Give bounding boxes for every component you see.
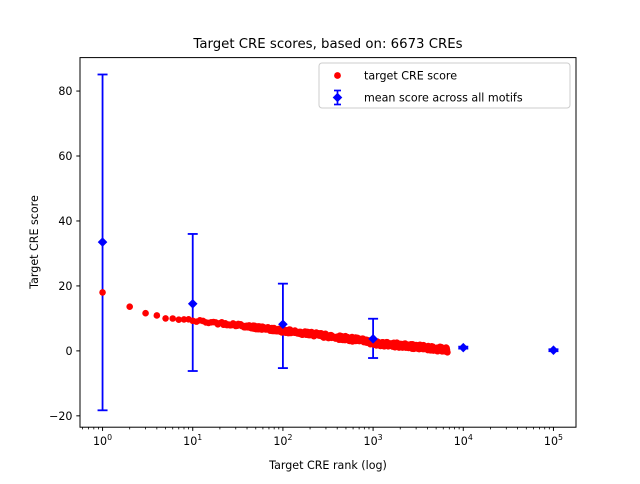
scatter-point: [142, 309, 149, 317]
legend-target-cre-marker-icon: [334, 72, 341, 79]
legend-mean-score-marker-icon: [332, 89, 343, 106]
x-tick-label: 100: [93, 433, 112, 448]
y-tick-label: 0: [65, 345, 72, 358]
x-axis-label: Target CRE rank (log): [268, 459, 387, 472]
y-tick-label: 20: [58, 280, 72, 293]
scatter-point: [162, 315, 169, 322]
diamond-marker: [368, 334, 378, 344]
y-tick-label: 80: [58, 85, 72, 98]
x-tick-label: 105: [544, 433, 563, 448]
legend: target CRE score mean score across all m…: [318, 62, 571, 109]
scatter-point: [169, 315, 177, 322]
target-cre-scatter-band: [99, 289, 451, 356]
scatter-point: [153, 312, 161, 319]
x-tick-label: 102: [273, 433, 292, 448]
y-tick-label: 40: [58, 215, 72, 228]
scatter-point: [175, 316, 183, 324]
x-tick-label: 103: [364, 433, 383, 448]
scatter-point: [444, 348, 451, 356]
legend-label-mean-score: mean score across all motifs: [364, 92, 523, 105]
plot-area: [80, 57, 576, 428]
y-axis: −20 0 20 40 60 80: [49, 85, 80, 423]
scatter-point: [99, 289, 106, 296]
chart-title: Target CRE scores, based on: 6673 CREs: [192, 37, 462, 52]
x-tick-label: 101: [183, 433, 202, 448]
y-axis-label: Target CRE score: [28, 195, 41, 290]
legend-box: [318, 62, 571, 109]
y-tick-label: −20: [49, 410, 72, 423]
axes-frame: [79, 57, 577, 428]
scatter-point: [126, 303, 133, 311]
diamond-marker: [548, 345, 559, 356]
diamond-marker: [187, 298, 198, 309]
legend-label-target-cre-score: target CRE score: [364, 70, 457, 83]
diamond-marker: [278, 319, 288, 330]
mean-score-markers: [97, 237, 559, 356]
scatter-point: [180, 316, 188, 323]
diamond-marker: [97, 237, 108, 247]
diamond-marker: [458, 342, 469, 353]
y-tick-label: 60: [58, 150, 72, 163]
x-tick-label: 104: [454, 433, 473, 448]
x-axis: 100 101 102 103 104 105: [82, 427, 563, 448]
